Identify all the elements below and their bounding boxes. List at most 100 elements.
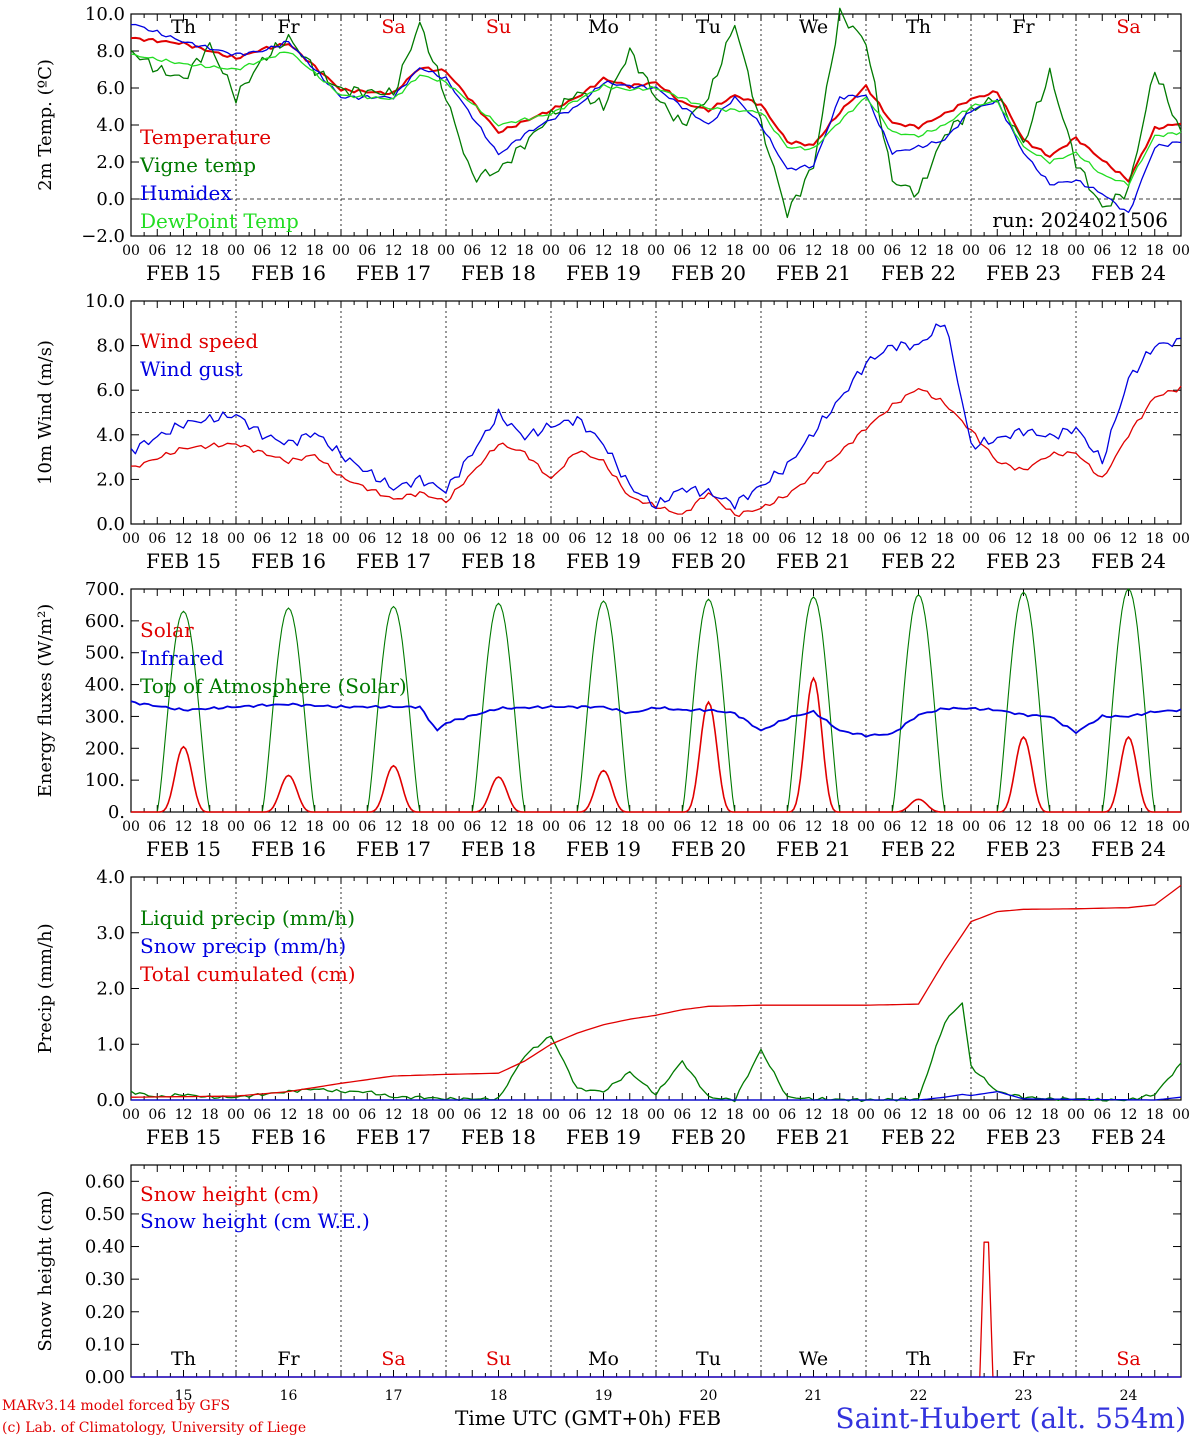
hour-tick-label: 00 xyxy=(542,1107,560,1123)
y-tick-label: 6.0 xyxy=(96,380,125,401)
hour-tick-label: 18 xyxy=(1146,819,1164,835)
hour-tick-label: 18 xyxy=(516,819,534,835)
hour-tick-label: 12 xyxy=(700,819,718,835)
hour-tick-label: 18 xyxy=(201,819,219,835)
hour-tick-label: 00 xyxy=(647,531,665,547)
hour-tick-label: 06 xyxy=(673,819,691,835)
y-axis-title: 10m Wind (m/s) xyxy=(35,340,56,485)
hour-tick-label: 00 xyxy=(1172,819,1190,835)
hour-tick-label: 12 xyxy=(280,531,298,547)
series-temperature xyxy=(130,36,1182,183)
hour-tick-label: 00 xyxy=(962,1107,980,1123)
hour-tick-label: 00 xyxy=(332,531,350,547)
y-tick-label: 0.0 xyxy=(96,1090,125,1111)
y-axis-title: 2m Temp. (ºC) xyxy=(35,59,56,191)
hour-tick-label: 18 xyxy=(726,243,744,259)
date-label: FEB 17 xyxy=(356,1125,431,1149)
series-infrared xyxy=(130,700,1182,738)
hour-tick-label: 00 xyxy=(122,819,140,835)
hour-tick-label: 12 xyxy=(910,531,928,547)
weekday-label: Sa xyxy=(1116,16,1140,38)
hour-tick-label: 06 xyxy=(1093,531,1111,547)
hour-tick-label: 00 xyxy=(752,243,770,259)
date-label: FEB 22 xyxy=(881,1125,956,1149)
date-label: FEB 16 xyxy=(251,261,326,285)
hour-tick-label: 18 xyxy=(936,1107,954,1123)
y-tick-label: 0.00 xyxy=(85,1367,125,1388)
weekday-label: Su xyxy=(486,16,511,38)
y-tick-label: 400. xyxy=(85,675,125,696)
hour-tick-label: 18 xyxy=(831,531,849,547)
hour-tick-label: 00 xyxy=(1067,531,1085,547)
weekday-label: Mo xyxy=(588,16,619,38)
hour-tick-label: 06 xyxy=(883,819,901,835)
hour-tick-label: 06 xyxy=(148,819,166,835)
hour-tick-label: 18 xyxy=(726,819,744,835)
hour-tick-label: 06 xyxy=(148,1107,166,1123)
weekday-label: Sa xyxy=(381,16,405,38)
date-label: FEB 24 xyxy=(1091,837,1166,861)
day-number-label: 24 xyxy=(1120,1388,1138,1404)
date-label: FEB 18 xyxy=(461,1125,536,1149)
y-tick-label: 0.0 xyxy=(96,189,125,210)
hour-tick-label: 00 xyxy=(647,1107,665,1123)
date-label: FEB 22 xyxy=(881,837,956,861)
series-snow-precip-mm-h xyxy=(131,1090,1182,1101)
hour-tick-label: 12 xyxy=(1015,243,1033,259)
hour-tick-label: 12 xyxy=(490,1107,508,1123)
hour-tick-label: 12 xyxy=(700,531,718,547)
y-tick-label: 200. xyxy=(85,738,125,759)
date-label: FEB 23 xyxy=(986,549,1061,573)
hour-tick-label: 00 xyxy=(437,531,455,547)
date-label: FEB 18 xyxy=(461,549,536,573)
hour-tick-label: 06 xyxy=(358,819,376,835)
y-tick-label: 2.0 xyxy=(96,979,125,1000)
hour-tick-label: 06 xyxy=(358,1107,376,1123)
hour-tick-label: 12 xyxy=(910,243,928,259)
hour-tick-label: 00 xyxy=(332,243,350,259)
y-tick-label: 0.60 xyxy=(85,1171,125,1192)
legend-entry: Wind speed xyxy=(140,329,258,353)
hour-tick-label: 06 xyxy=(1093,243,1111,259)
hour-tick-label: 18 xyxy=(1146,243,1164,259)
month-label: FEB xyxy=(677,1406,722,1430)
date-label: FEB 21 xyxy=(776,549,851,573)
hour-tick-label: 18 xyxy=(411,1107,429,1123)
y-tick-label: 4.0 xyxy=(96,425,125,446)
hour-tick-label: 00 xyxy=(437,1107,455,1123)
y-tick-label: 6.0 xyxy=(96,78,125,99)
hour-tick-label: 12 xyxy=(910,1107,928,1123)
legend-entry: Solar xyxy=(140,618,194,642)
hour-tick-label: 06 xyxy=(988,1107,1006,1123)
weekday-label: Mo xyxy=(588,1348,619,1370)
y-tick-label: 8.0 xyxy=(96,336,125,357)
hour-tick-label: 00 xyxy=(1067,1107,1085,1123)
hour-tick-label: 06 xyxy=(253,243,271,259)
hour-tick-label: 00 xyxy=(962,531,980,547)
panel-3: 0. 100. 200. 300. 400. 500. 600. 700. Energy flu… xyxy=(35,579,1190,861)
weekday-label: Th xyxy=(171,1348,196,1370)
hour-tick-label: 18 xyxy=(201,1107,219,1123)
hour-tick-label: 18 xyxy=(831,243,849,259)
legend-entry: Temperature xyxy=(140,125,271,149)
date-label: FEB 24 xyxy=(1091,261,1166,285)
panel-5: 0.00 0.10 0.20 0.30 0.40 0.50 0.60 Snow height … xyxy=(35,1164,1182,1404)
hour-tick-label: 18 xyxy=(936,243,954,259)
legend-entry: Liquid precip (mm/h) xyxy=(140,906,355,930)
hour-tick-label: 00 xyxy=(437,819,455,835)
hour-tick-label: 06 xyxy=(463,1107,481,1123)
y-tick-label: 2.0 xyxy=(96,469,125,490)
day-number-label: 21 xyxy=(805,1388,823,1404)
date-label: FEB 23 xyxy=(986,837,1061,861)
date-label: FEB 15 xyxy=(146,837,221,861)
y-tick-label: 10.0 xyxy=(85,291,125,312)
hour-tick-label: 18 xyxy=(1146,1107,1164,1123)
y-axis-title: Energy fluxes (W/m²) xyxy=(35,604,56,798)
date-label: FEB 21 xyxy=(776,837,851,861)
hour-tick-label: 06 xyxy=(778,1107,796,1123)
hour-tick-label: 00 xyxy=(857,1107,875,1123)
hour-tick-label: 12 xyxy=(700,1107,718,1123)
day-number-label: 16 xyxy=(280,1388,298,1404)
lab-credit: (c) Lab. of Climatology, University of L… xyxy=(2,1420,307,1436)
hour-tick-label: 00 xyxy=(962,819,980,835)
